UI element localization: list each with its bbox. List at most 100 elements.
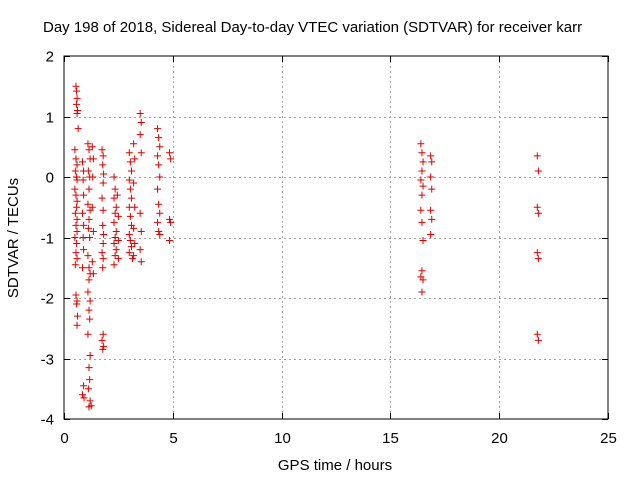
data-point-marker <box>127 167 135 175</box>
data-point-marker <box>533 152 541 160</box>
data-point-marker <box>85 146 93 154</box>
data-point-marker <box>73 176 81 184</box>
data-point-marker <box>125 230 133 238</box>
data-point-marker <box>85 276 93 284</box>
data-point-marker <box>99 330 107 338</box>
data-point-marker <box>154 152 162 160</box>
data-point-marker <box>98 146 106 154</box>
data-point-marker <box>131 203 139 211</box>
y-tick-label: -4 <box>41 412 54 429</box>
data-point-marker <box>417 140 425 148</box>
data-point-marker <box>99 179 107 187</box>
data-point-marker <box>156 209 164 217</box>
data-point-marker <box>417 176 425 184</box>
data-point-marker <box>130 179 138 187</box>
data-point-marker <box>78 264 86 272</box>
data-point-marker <box>112 203 120 211</box>
data-point-marker <box>73 312 81 320</box>
data-point-marker <box>418 167 426 175</box>
data-point-marker <box>72 221 80 229</box>
data-point-marker <box>419 237 427 245</box>
data-point-marker <box>111 185 119 193</box>
data-point-marker <box>137 258 145 266</box>
data-point-marker <box>112 227 120 235</box>
data-point-marker <box>418 191 426 199</box>
data-point-marker <box>85 306 93 314</box>
y-tick-labels: -4 -3 -2 -1 0 1 2 <box>41 49 54 429</box>
data-point-marker <box>427 206 435 214</box>
data-point-marker <box>85 364 93 372</box>
data-point-marker <box>71 209 79 217</box>
data-point-marker <box>85 185 93 193</box>
data-point-marker <box>87 402 95 410</box>
data-point-marker <box>126 237 134 245</box>
data-point-marker <box>137 227 145 235</box>
data-point-marker <box>534 167 542 175</box>
data-point-marker <box>166 237 174 245</box>
y-tick-label: -3 <box>41 352 54 369</box>
data-point-marker <box>84 385 92 393</box>
y-tick-label: 1 <box>46 110 54 127</box>
data-point-marker <box>85 215 93 223</box>
data-point-marker <box>99 240 107 248</box>
data-point-marker <box>419 158 427 166</box>
data-point-marker <box>129 255 137 263</box>
data-point-marker <box>130 140 138 148</box>
data-point-marker <box>71 167 79 175</box>
data-point-marker <box>73 203 81 211</box>
data-point-marker <box>73 109 81 117</box>
data-point-marker <box>125 176 133 184</box>
data-point-marker <box>113 191 121 199</box>
data-point-marker <box>71 146 79 154</box>
data-point-marker <box>89 173 97 181</box>
data-point-marker <box>72 291 80 299</box>
data-point-marker <box>99 221 107 229</box>
data-point-marker <box>88 203 96 211</box>
data-point-marker <box>136 246 144 254</box>
data-point-marker <box>99 206 107 214</box>
data-point-marker <box>156 230 164 238</box>
data-point-marker <box>84 252 92 260</box>
data-point-marker <box>110 194 118 202</box>
data-point-marker <box>73 94 81 102</box>
y-tick-label: -1 <box>41 231 54 248</box>
data-point-marker <box>80 191 88 199</box>
data-point-marker <box>98 194 106 202</box>
data-point-marker <box>80 394 88 402</box>
axis-ticks <box>64 56 609 420</box>
data-point-marker <box>111 209 119 217</box>
data-point-marker <box>98 249 106 257</box>
data-point-marker <box>88 143 96 151</box>
x-tick-label: 0 <box>60 430 68 447</box>
y-tick-label: -2 <box>41 291 54 308</box>
data-point-marker <box>428 215 436 223</box>
data-points <box>71 82 542 411</box>
data-point-marker <box>114 212 122 220</box>
data-point-marker <box>84 288 92 296</box>
data-point-marker <box>533 330 541 338</box>
data-point-marker <box>167 218 175 226</box>
data-point-marker <box>428 185 436 193</box>
data-point-marker <box>110 173 118 181</box>
data-point-marker <box>126 212 134 220</box>
data-point-marker <box>154 125 162 133</box>
data-point-marker <box>73 197 81 205</box>
plot-frame <box>63 55 609 420</box>
x-tick-label: 10 <box>274 430 291 447</box>
data-point-marker <box>73 255 81 263</box>
x-tick-label: 20 <box>491 430 508 447</box>
data-point-marker <box>156 143 164 151</box>
data-point-marker <box>533 203 541 211</box>
data-point-marker <box>73 240 81 248</box>
data-point-marker <box>418 288 426 296</box>
data-point-marker <box>127 194 135 202</box>
data-point-marker <box>534 336 542 344</box>
data-point-marker <box>114 237 122 245</box>
data-point-marker <box>167 155 175 163</box>
data-point-marker <box>154 218 162 226</box>
data-point-marker <box>88 258 96 266</box>
data-point-marker <box>98 336 106 344</box>
data-point-marker <box>72 191 80 199</box>
data-point-marker <box>78 391 86 399</box>
data-point-marker <box>131 240 139 248</box>
